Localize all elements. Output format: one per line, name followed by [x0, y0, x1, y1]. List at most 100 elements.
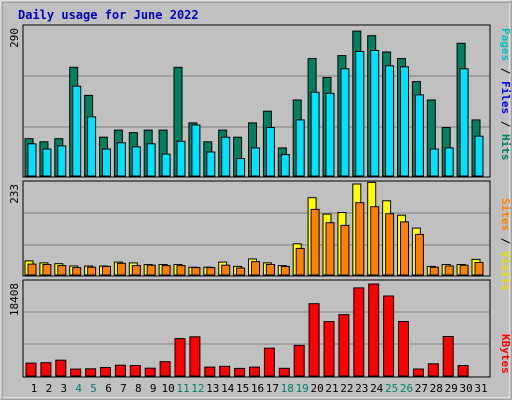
legend-sites: Sites [499, 198, 512, 231]
files-bar [340, 68, 350, 177]
files-bar [191, 124, 201, 177]
day-label: 15 [236, 382, 249, 395]
kbytes-bar [338, 314, 350, 377]
kbytes-bar [114, 364, 126, 377]
files-bar [251, 147, 260, 177]
files-bar [370, 50, 380, 177]
sites-bar [310, 208, 320, 276]
sites-bar [325, 222, 335, 276]
day-label: 31 [474, 382, 487, 395]
sites-bar [161, 265, 171, 276]
legend-files: Files [499, 81, 512, 114]
files-bar [161, 153, 171, 177]
sites-bar [340, 224, 350, 276]
files-bar [444, 147, 454, 177]
kbytes-bar [144, 367, 156, 377]
kbytes-bar [40, 362, 52, 377]
day-label: 12 [191, 382, 204, 395]
day-label: 2 [46, 382, 53, 395]
kbytes-bar [398, 321, 409, 377]
files-bar [146, 143, 156, 177]
sites-bar [429, 266, 439, 276]
kbytes-bar [55, 359, 67, 377]
sites-bar [27, 263, 37, 276]
files-bar [295, 119, 305, 177]
day-label: 20 [310, 382, 323, 395]
kbytes-bar [249, 366, 260, 377]
kbytes-bar [427, 363, 439, 377]
kbytes-bar [457, 365, 469, 377]
day-label: 25 [385, 382, 398, 395]
day-label: 29 [445, 382, 458, 395]
sites-bar [459, 264, 469, 276]
files-bar [72, 85, 82, 177]
kbytes-bar [323, 321, 335, 377]
sites-bar [176, 265, 186, 276]
sites-bar [414, 233, 424, 276]
sites-bar [280, 265, 290, 276]
kbytes-bar [368, 283, 380, 377]
files-bar [280, 154, 290, 177]
files-bar [236, 158, 246, 177]
kbytes-bar [85, 368, 97, 377]
sites-bar [400, 221, 409, 276]
sites-bar [191, 267, 201, 276]
kbytes-bar [159, 361, 171, 377]
files-bar [102, 148, 111, 177]
kbytes-bar [353, 287, 365, 377]
sites-bar [251, 261, 260, 276]
files-bar [221, 136, 231, 177]
kbytes-legend: KBytes [499, 334, 512, 374]
files-bar [42, 148, 52, 177]
kbytes-bar [100, 367, 111, 377]
files-bar [206, 151, 216, 177]
day-label: 6 [105, 382, 112, 395]
sites-bar [116, 262, 126, 276]
files-bar [131, 146, 141, 177]
kbytes-bar [293, 344, 305, 377]
chart-bars [24, 30, 484, 377]
day-label: 4 [75, 382, 82, 395]
day-label: 3 [60, 382, 67, 395]
kbytes-bar [219, 365, 231, 377]
day-label: 18 [281, 382, 294, 395]
sites-bar [146, 264, 156, 276]
sites-bar [72, 267, 82, 276]
files-bar [355, 51, 365, 177]
kbytes-bar [442, 336, 454, 377]
files-bar [310, 91, 320, 177]
day-label: 30 [459, 382, 472, 395]
files-bar [400, 66, 409, 177]
files-bar [325, 92, 335, 177]
files-bar [176, 140, 186, 177]
kbytes-bar [129, 365, 141, 377]
files-bar [265, 127, 275, 177]
legend-kbytes: KBytes [499, 334, 512, 374]
chart-title: Daily usage for June 2022 [18, 8, 199, 22]
files-bar [429, 148, 439, 177]
day-label: 19 [296, 382, 309, 395]
visits-legend: Sites / Visits [499, 198, 512, 291]
sites-bar [444, 265, 454, 276]
sites-bar [355, 202, 365, 276]
day-labels: 1 2 3 4 5 6 7 8 9 10 11 12 13 14 15 16 17 18 19 20 21 22 23 24 2… [31, 382, 488, 395]
files-bar [87, 116, 97, 177]
sites-bar [265, 264, 275, 276]
kbytes-bar [25, 362, 37, 377]
day-label: 28 [430, 382, 443, 395]
day-label: 5 [90, 382, 97, 395]
sites-bar [370, 206, 380, 276]
legend-pages: Pages [499, 28, 512, 61]
kbytes-ymax-label: 18408 [8, 283, 21, 316]
kbytes-bar [70, 368, 82, 377]
day-label: 8 [135, 382, 142, 395]
kbytes-bar [412, 368, 424, 377]
day-label: 16 [251, 382, 264, 395]
sites-bar [236, 267, 246, 276]
day-label: 17 [266, 382, 279, 395]
files-bar [474, 135, 484, 177]
files-bar [414, 94, 424, 177]
